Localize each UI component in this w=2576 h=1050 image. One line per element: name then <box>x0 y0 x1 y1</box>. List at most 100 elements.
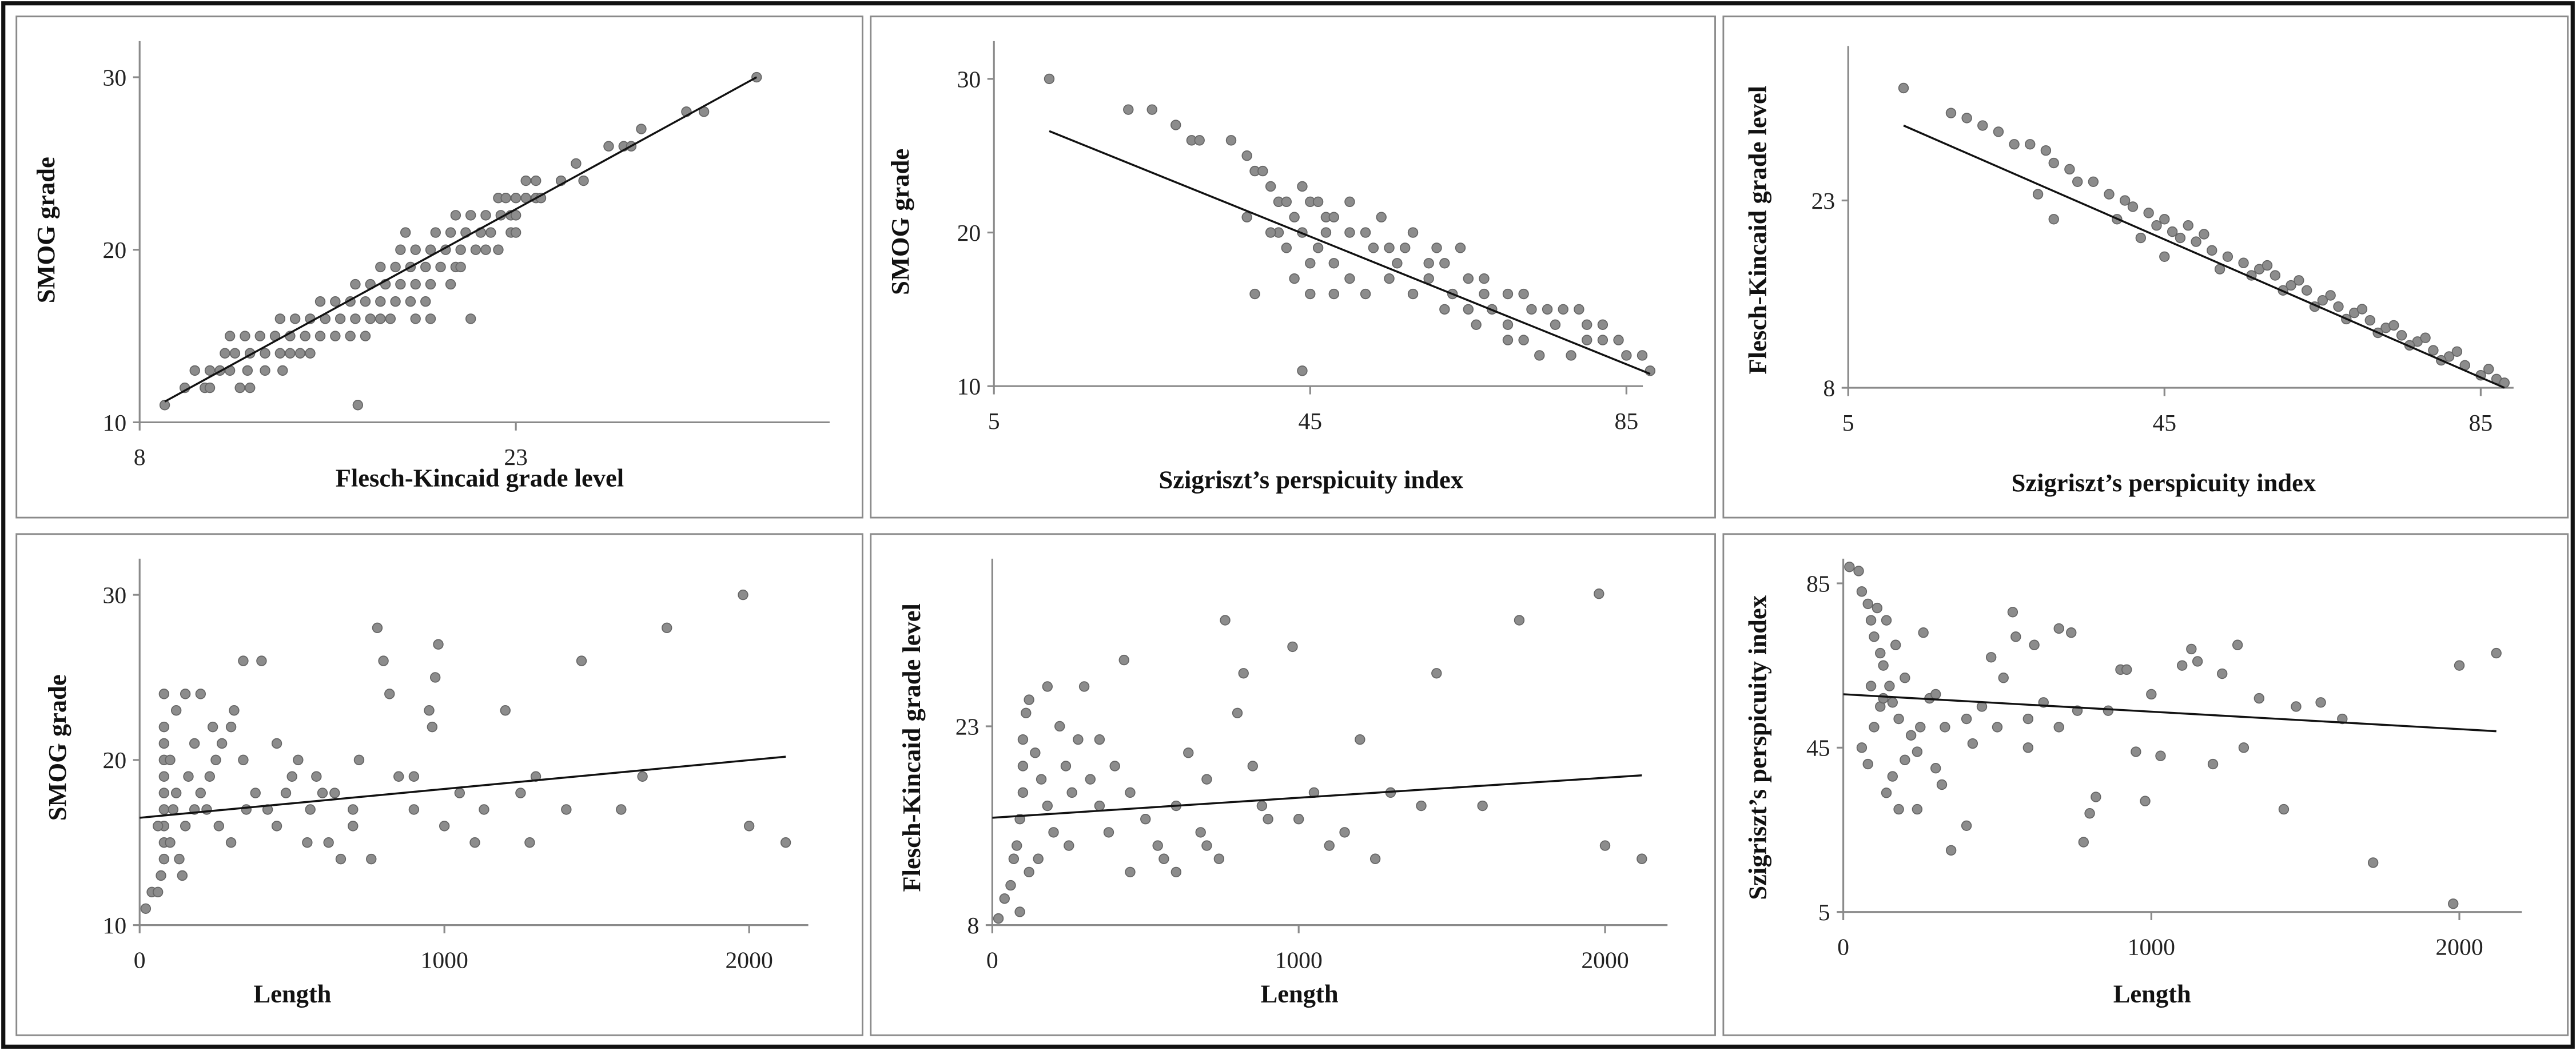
data-point <box>454 788 465 798</box>
data-point <box>238 754 249 766</box>
data-point <box>410 313 421 324</box>
data-point <box>201 804 212 815</box>
data-point <box>1869 722 1880 733</box>
data-point <box>2199 229 2209 240</box>
data-point <box>424 705 435 716</box>
data-point <box>1621 350 1632 361</box>
data-point <box>2025 139 2036 150</box>
data-point <box>1201 774 1212 785</box>
data-point <box>1094 734 1105 745</box>
x-axis-title: Length <box>1261 980 1339 1008</box>
data-point <box>2325 290 2336 301</box>
data-point <box>375 313 386 324</box>
data-point <box>571 158 582 169</box>
data-point <box>510 227 521 238</box>
data-point <box>1992 722 2003 733</box>
data-point <box>1637 350 1648 361</box>
data-point <box>2301 285 2312 296</box>
data-point <box>2207 245 2217 256</box>
data-point <box>170 705 182 716</box>
data-point <box>352 400 364 411</box>
data-point <box>2146 689 2157 700</box>
trend-line <box>1049 130 1651 375</box>
data-point <box>158 738 170 749</box>
data-point <box>1514 615 1525 626</box>
y-tick-label: 45 <box>1806 735 1830 762</box>
data-point <box>1502 319 1514 330</box>
data-point <box>400 227 411 238</box>
data-point <box>1030 747 1041 758</box>
data-point <box>1856 742 1868 753</box>
data-point <box>1439 304 1450 315</box>
data-point <box>2084 808 2095 819</box>
data-point <box>1893 713 1904 725</box>
data-point <box>2315 697 2326 708</box>
data-point <box>1265 181 1276 192</box>
y-tick-label: 85 <box>1806 571 1830 597</box>
data-point <box>1542 304 1553 315</box>
data-point <box>1471 319 1482 330</box>
data-points <box>140 589 791 914</box>
data-point <box>2294 275 2304 286</box>
data-point <box>1518 288 1529 300</box>
data-point <box>2192 656 2203 667</box>
data-point <box>1369 853 1381 864</box>
data-point <box>256 655 267 666</box>
data-point <box>2186 643 2197 655</box>
data-point <box>1360 227 1371 238</box>
trend-line <box>1843 693 2497 733</box>
y-tick-label: 8 <box>968 913 980 939</box>
data-point <box>425 279 436 290</box>
data-point <box>603 141 614 152</box>
data-point <box>1054 721 1065 732</box>
data-point <box>271 738 282 749</box>
data-point <box>183 771 194 782</box>
panel-3 <box>1722 15 2569 519</box>
data-point <box>1898 82 1909 94</box>
data-point <box>1477 800 1488 812</box>
data-point <box>1912 746 1923 757</box>
data-point <box>293 754 304 766</box>
data-point <box>2291 701 2302 712</box>
data-point <box>2048 157 2059 169</box>
data-point <box>1289 212 1300 222</box>
data-point <box>378 655 389 666</box>
x-axis-title: Length <box>2113 980 2191 1008</box>
data-point <box>1194 135 1205 146</box>
data-point <box>1152 840 1163 851</box>
trend-line <box>164 76 758 403</box>
data-point <box>1256 800 1268 812</box>
data-point <box>1558 304 1568 315</box>
data-point <box>241 804 252 815</box>
data-point <box>1597 335 1608 345</box>
y-tick-label: 5 <box>1818 900 1830 926</box>
y-tick-label: 30 <box>103 582 127 608</box>
data-point <box>485 227 496 238</box>
data-point <box>1881 788 1892 798</box>
data-point <box>159 400 170 411</box>
chart-5: 8 23 0 1000 2000 Length Flesch-Kincaid grade l… <box>897 558 1668 1008</box>
data-point <box>1582 319 1592 330</box>
data-point <box>2183 220 2193 231</box>
data-point <box>2032 189 2044 200</box>
data-point <box>158 788 170 798</box>
data-point <box>180 821 191 832</box>
data-point <box>385 313 396 324</box>
x-tick-label: 5 <box>1842 410 1854 436</box>
data-point <box>1945 845 1957 856</box>
data-point <box>2262 260 2273 271</box>
data-point <box>2127 201 2139 212</box>
trend-line <box>1903 124 2505 389</box>
data-point <box>250 788 261 798</box>
data-point <box>1961 820 1972 831</box>
data-point <box>1893 804 1904 815</box>
data-point <box>1384 273 1395 284</box>
data-point <box>433 639 444 650</box>
data-point <box>410 244 421 255</box>
data-point <box>1036 774 1047 785</box>
data-point <box>210 754 221 766</box>
data-point <box>2238 257 2249 268</box>
data-point <box>1431 242 1442 253</box>
data-point <box>390 296 401 307</box>
data-point <box>274 313 286 324</box>
